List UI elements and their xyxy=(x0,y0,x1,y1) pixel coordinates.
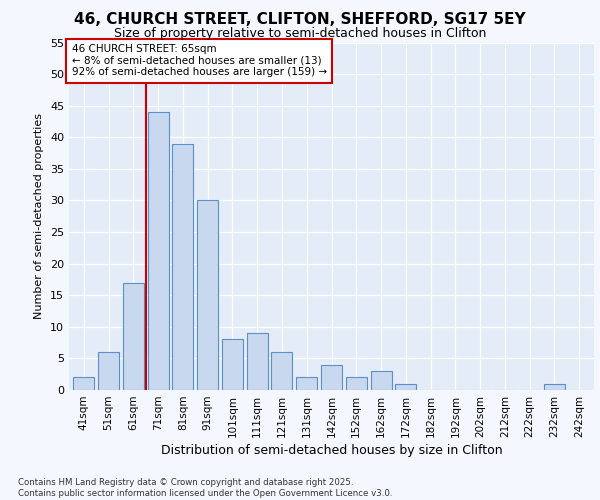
Bar xyxy=(123,282,144,390)
Y-axis label: Number of semi-detached properties: Number of semi-detached properties xyxy=(34,114,44,320)
Bar xyxy=(371,371,392,390)
Bar xyxy=(73,378,94,390)
Text: 46, CHURCH STREET, CLIFTON, SHEFFORD, SG17 5EY: 46, CHURCH STREET, CLIFTON, SHEFFORD, SG… xyxy=(74,12,526,28)
Bar xyxy=(172,144,193,390)
Bar xyxy=(271,352,292,390)
Bar xyxy=(321,364,342,390)
Text: Size of property relative to semi-detached houses in Clifton: Size of property relative to semi-detach… xyxy=(114,28,486,40)
Text: 46 CHURCH STREET: 65sqm
← 8% of semi-detached houses are smaller (13)
92% of sem: 46 CHURCH STREET: 65sqm ← 8% of semi-det… xyxy=(71,44,327,78)
Bar xyxy=(296,378,317,390)
Bar xyxy=(346,378,367,390)
Bar xyxy=(222,340,243,390)
Bar xyxy=(247,333,268,390)
Bar xyxy=(148,112,169,390)
Text: Contains HM Land Registry data © Crown copyright and database right 2025.
Contai: Contains HM Land Registry data © Crown c… xyxy=(18,478,392,498)
Bar xyxy=(395,384,416,390)
X-axis label: Distribution of semi-detached houses by size in Clifton: Distribution of semi-detached houses by … xyxy=(161,444,502,457)
Bar xyxy=(544,384,565,390)
Bar xyxy=(98,352,119,390)
Bar xyxy=(197,200,218,390)
